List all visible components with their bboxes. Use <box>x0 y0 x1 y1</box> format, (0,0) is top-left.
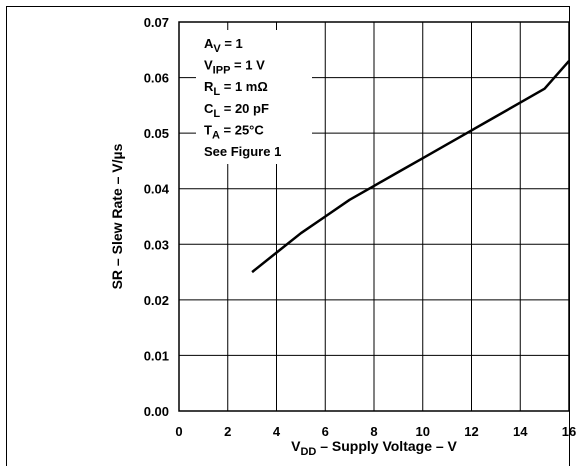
x-axis-title-main: V <box>291 438 301 454</box>
grid-lines <box>179 22 569 411</box>
y-tick-labels: 0.00 0.01 0.02 0.03 0.04 0.05 0.06 0.07 <box>144 15 170 419</box>
y-axis-title: SR – Slew Rate – V/µs <box>109 143 125 289</box>
x-axis-title-subscript: DD <box>300 446 316 458</box>
x-tick-label: 16 <box>562 424 576 439</box>
x-tick-label: 2 <box>224 424 231 439</box>
plot-area <box>178 21 570 412</box>
y-tick-label: 0.05 <box>144 126 169 141</box>
series-line-0 <box>251 60 570 274</box>
x-axis-title-rest: – Supply Voltage – V <box>316 438 457 454</box>
series-group <box>251 60 570 274</box>
annotation-line: CL = 20 pF <box>204 101 269 120</box>
x-tick-label: 10 <box>416 424 430 439</box>
conditions-annotation: AV = 1 VIPP = 1 V RL = 1 mΩ CL = 20 pF TA = … <box>204 36 281 159</box>
x-tick-label: 4 <box>273 424 281 439</box>
x-axis-title: VDD – Supply Voltage – V <box>291 438 457 458</box>
y-tick-label: 0.07 <box>144 15 169 30</box>
annotation-box <box>196 30 312 164</box>
y-tick-label: 0.03 <box>144 237 169 252</box>
y-tick-label: 0.04 <box>144 182 170 197</box>
annotation-line: VIPP = 1 V <box>204 58 265 77</box>
x-tick-label: 14 <box>513 424 528 439</box>
x-tick-labels: 0 2 4 6 8 10 12 14 16 <box>175 424 576 439</box>
annotation-line: AV = 1 <box>204 36 243 55</box>
y-tick-label: 0.02 <box>144 293 169 308</box>
x-tick-label: 0 <box>175 424 182 439</box>
annotation-line: TA = 25°C <box>204 122 264 141</box>
annotation-line: RL = 1 mΩ <box>204 79 268 98</box>
y-tick-label: 0.01 <box>144 348 169 363</box>
x-tick-label: 8 <box>370 424 377 439</box>
x-tick-label: 6 <box>322 424 329 439</box>
x-tick-label: 12 <box>464 424 478 439</box>
y-tick-label: 0.06 <box>144 71 169 86</box>
y-tick-label: 0.00 <box>144 404 169 419</box>
annotation-line: See Figure 1 <box>204 144 281 159</box>
